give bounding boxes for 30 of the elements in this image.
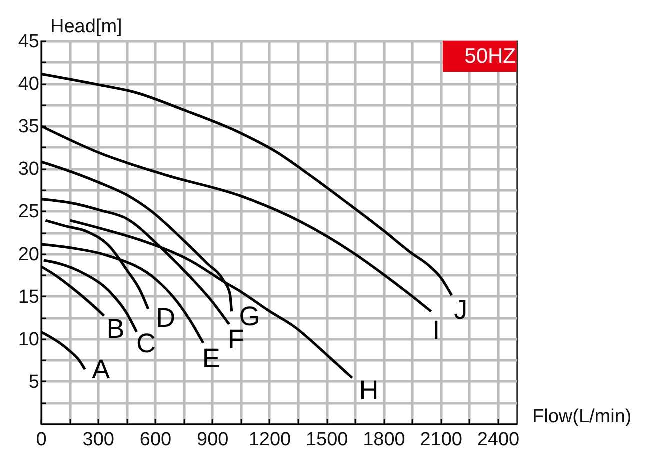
series-label: B xyxy=(106,314,125,344)
series-label: D xyxy=(156,303,176,334)
y-tick-label: 40 xyxy=(18,74,40,96)
y-tick-label: 15 xyxy=(18,286,40,308)
y-tick-label: 20 xyxy=(18,244,40,266)
x-tick-label: 1200 xyxy=(248,430,292,450)
series-label: J xyxy=(454,294,468,325)
series-label: H xyxy=(359,376,379,406)
badge: 50HZ xyxy=(443,41,517,72)
x-tick-label: 300 xyxy=(82,430,114,450)
x-tick-label: 900 xyxy=(197,430,229,450)
series-label: E xyxy=(202,344,220,374)
series-label: I xyxy=(432,316,440,346)
y-tick-label: 5 xyxy=(28,372,40,393)
y-tick-label: 30 xyxy=(18,159,40,180)
y-tick-label: 25 xyxy=(18,202,40,223)
y-axis-title: Head[m] xyxy=(50,16,122,38)
series-label: F xyxy=(228,324,245,354)
y-tick-label: 45 xyxy=(18,32,40,52)
x-tick-label: 2100 xyxy=(420,430,462,450)
x-tick-label: 0 xyxy=(36,430,47,450)
series-label: A xyxy=(92,354,110,385)
x-axis-title: Flow(L/min) xyxy=(532,406,632,428)
series-label: C xyxy=(136,328,156,359)
x-tick-label: 1500 xyxy=(306,430,348,450)
x-tick-label: 600 xyxy=(140,430,172,450)
y-tick-label: 35 xyxy=(18,116,40,138)
x-tick-label: 2400 xyxy=(477,430,520,450)
y-tick-label: 10 xyxy=(18,329,40,350)
x-tick-label: 1800 xyxy=(363,430,406,450)
